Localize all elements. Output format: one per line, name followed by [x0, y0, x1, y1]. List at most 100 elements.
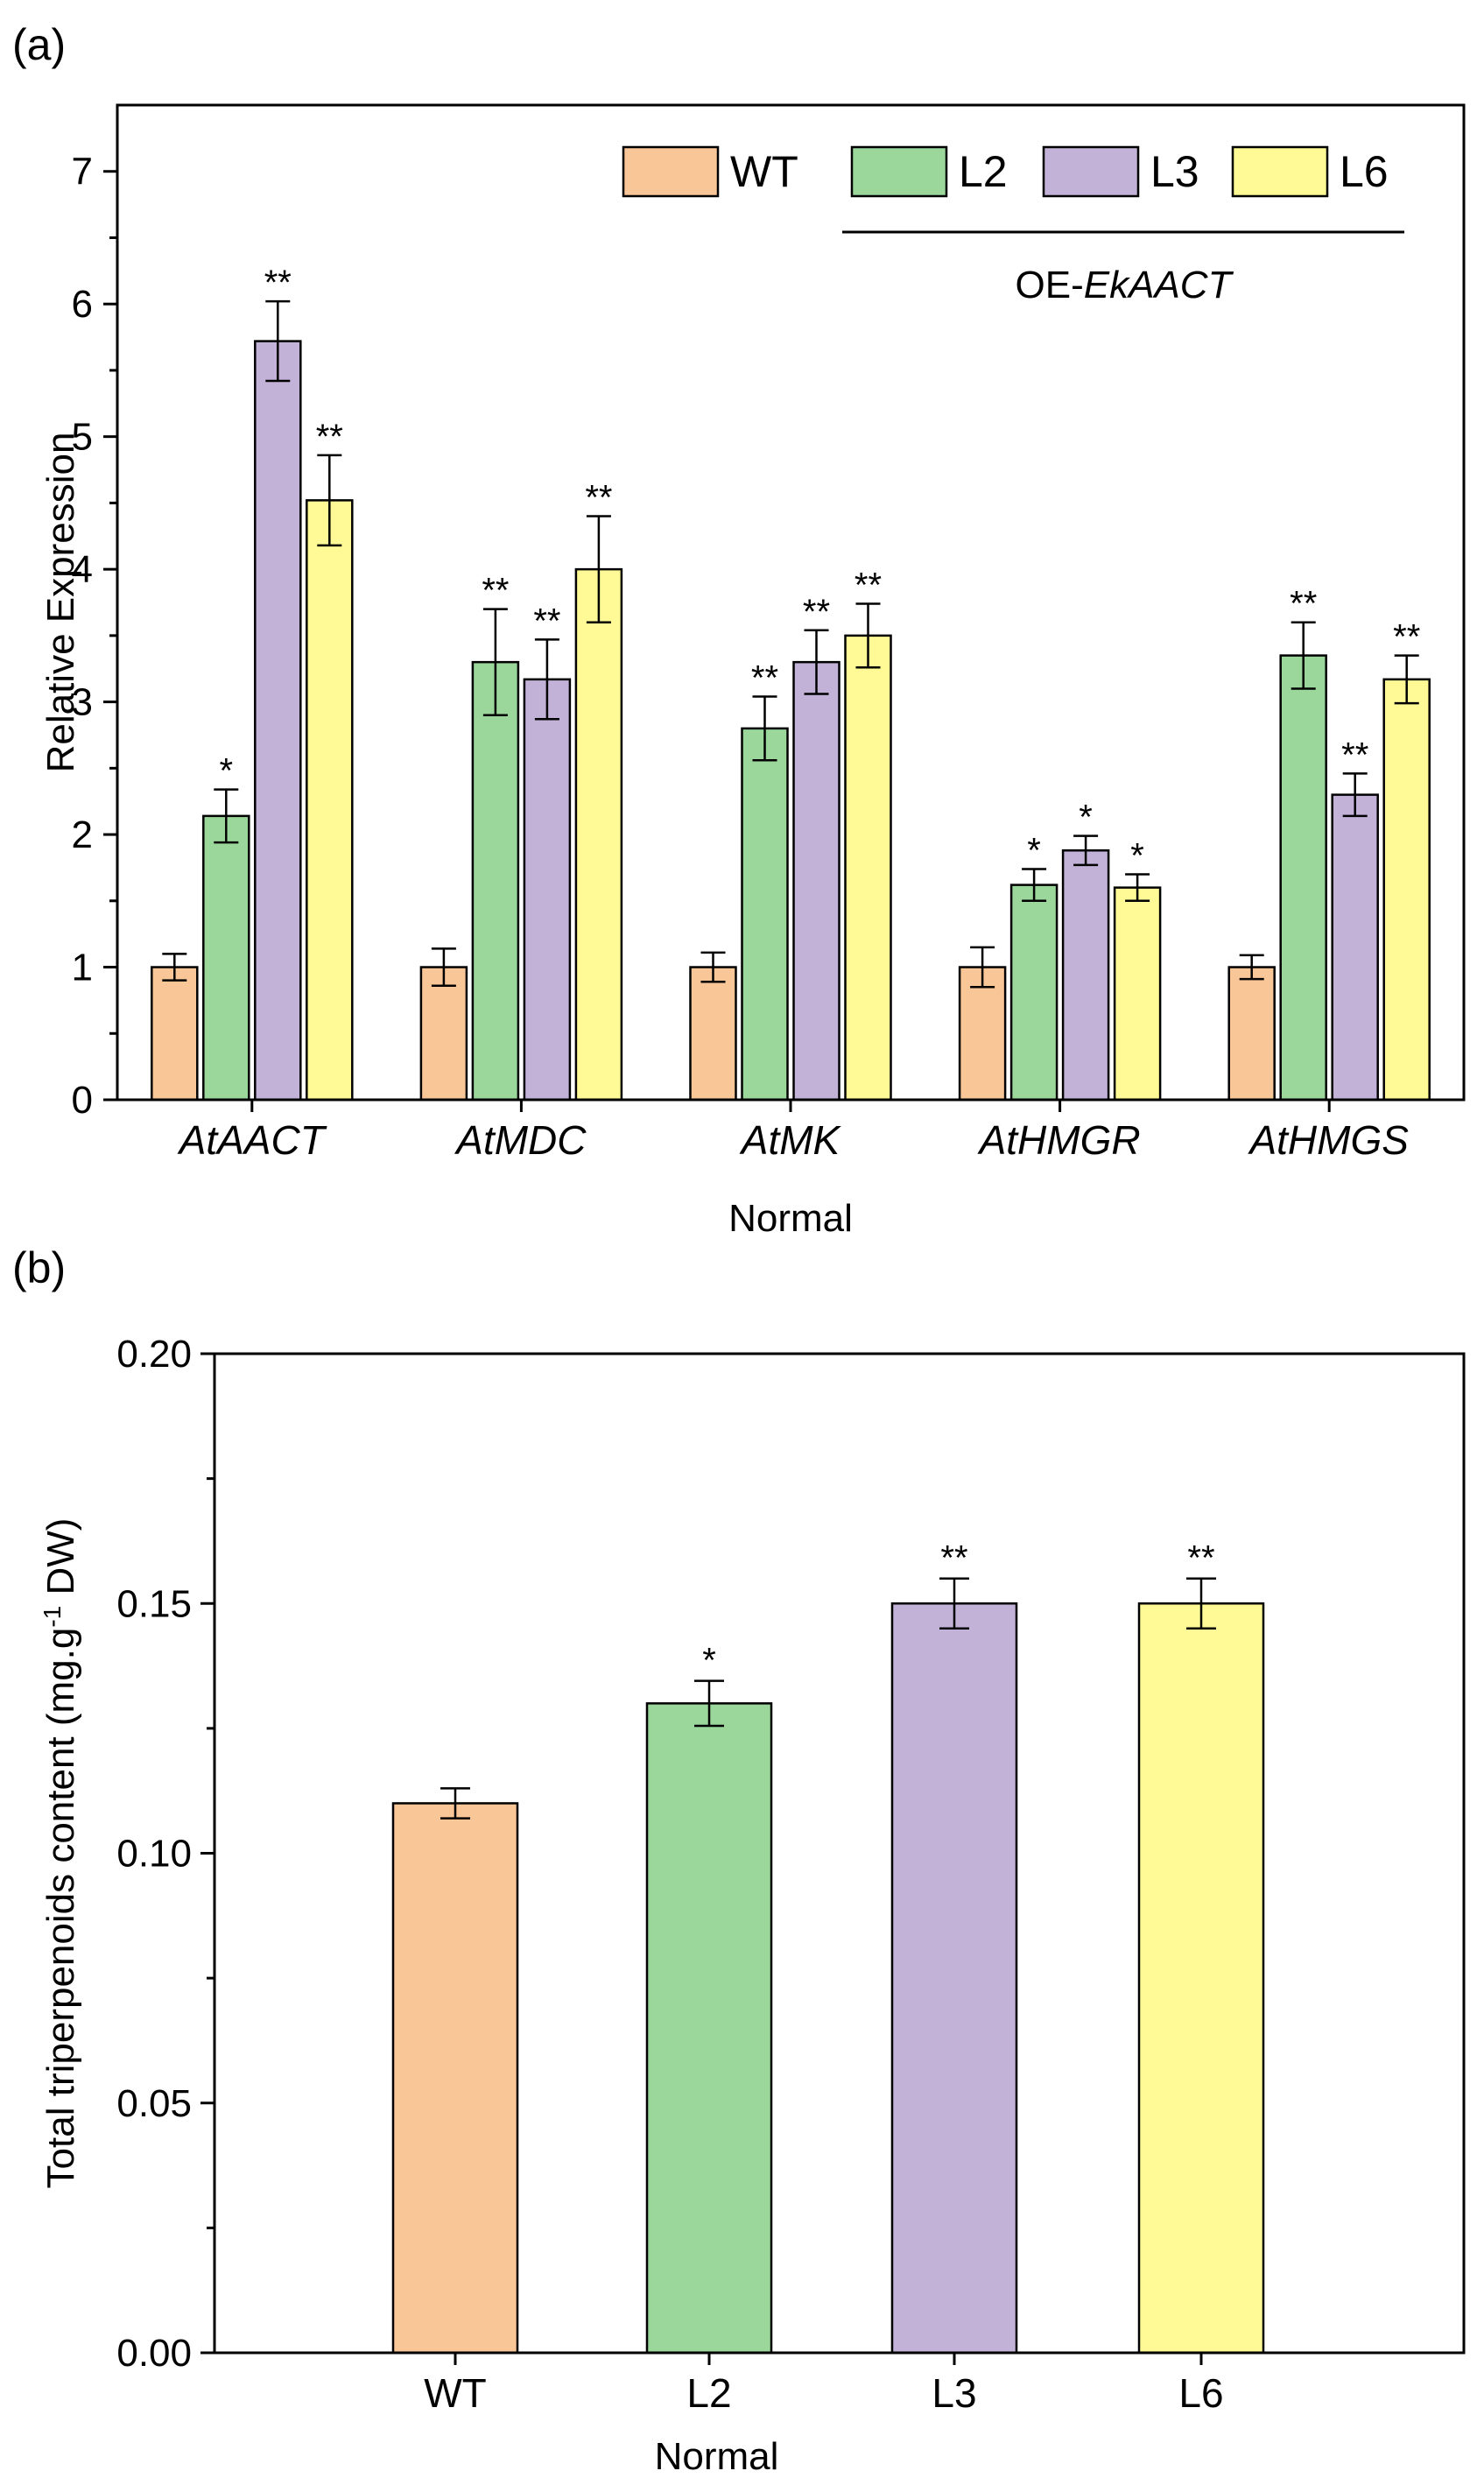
panel-b-y-axis-title-sup: -1 — [39, 1606, 66, 1628]
a-x-tick-label: AtMDC — [454, 1117, 587, 1163]
panel-a-chart: (a) ************************** 01234567 … — [12, 20, 1466, 1240]
bar-WT — [391, 1802, 519, 2355]
panel-b-significance-marks: *** ** — [702, 1539, 1214, 1680]
bar-AtMDC-WT — [419, 966, 468, 1102]
a-x-tick-label: AtAACT — [177, 1117, 327, 1163]
legend-label-WT: WT — [730, 147, 798, 196]
bar-AtHMGS-L3 — [1331, 793, 1379, 1102]
bar-AtHMGR-L6 — [1113, 886, 1162, 1102]
legend-label-L6: L6 — [1340, 147, 1389, 196]
panel-b-label: (b) — [12, 1243, 66, 1292]
panel-b-chart: (b) *** ** 0.000.050.100.150.20 WT L2 L3 L6 … — [12, 1243, 1466, 2478]
bar-AtAACT-L2 — [202, 814, 250, 1102]
b-y-tick-label: 0.05 — [116, 2082, 192, 2125]
panel-b-x-tick-labels: WT L2 L3 L6 — [424, 2353, 1224, 2416]
b-x-tick-label: L2 — [686, 2370, 731, 2416]
a-y-tick-label: 4 — [72, 548, 93, 591]
b-y-tick-label: 0.00 — [116, 2332, 192, 2375]
significance-mark: ** — [1187, 1539, 1214, 1578]
legend-swatch-L6 — [1231, 145, 1329, 198]
bar-AtAACT-L6 — [306, 499, 354, 1102]
bar-AtHMGS-L2 — [1279, 654, 1327, 1102]
legend-label-L3: L3 — [1150, 147, 1199, 196]
significance-mark: ** — [533, 602, 560, 640]
bar-AtAACT-L3 — [254, 340, 302, 1102]
b-x-tick-label: WT — [424, 2370, 487, 2416]
panel-a-bars — [151, 340, 1431, 1102]
b-x-tick-label: L6 — [1178, 2370, 1223, 2416]
bar-AtHMGR-L3 — [1061, 848, 1110, 1102]
a-x-tick-label: AtHMGR — [977, 1117, 1141, 1163]
a-y-tick-label: 3 — [72, 681, 93, 724]
significance-mark: ** — [751, 659, 778, 698]
significance-mark: ** — [940, 1539, 967, 1578]
panel-b-bars — [391, 1602, 1265, 2355]
bar-AtMK-WT — [689, 966, 737, 1102]
significance-mark: ** — [316, 418, 343, 456]
panel-a-legend: WT L2 L3 L6 — [622, 145, 1389, 198]
significance-mark: ** — [482, 572, 509, 610]
significance-mark: * — [1079, 799, 1093, 837]
b-x-tick-label: L3 — [932, 2370, 976, 2416]
significance-mark: ** — [855, 567, 882, 605]
panel-a-plot-frame — [116, 103, 1466, 1102]
b-y-tick-label: 0.15 — [116, 1582, 192, 1625]
panel-a-label: (a) — [12, 20, 66, 69]
significance-mark: ** — [1341, 736, 1368, 774]
b-y-tick-label: 0.10 — [116, 1833, 192, 1876]
bar-AtMK-L2 — [741, 727, 789, 1102]
b-y-tick-label: 0.20 — [116, 1333, 192, 1376]
panel-b-y-axis-title-prefix: Total triperpenoids content (mg.g — [39, 1628, 82, 2189]
a-y-tick-label: 7 — [72, 151, 93, 194]
a-y-tick-label: 0 — [72, 1079, 93, 1122]
significance-mark: * — [702, 1642, 716, 1680]
panel-a-x-axis-title: Normal — [728, 1197, 853, 1240]
a-x-tick-label: AtHMGS — [1247, 1117, 1409, 1163]
a-y-tick-label: 6 — [72, 283, 93, 326]
a-y-tick-label: 2 — [72, 813, 93, 856]
bar-AtHMGS-WT — [1227, 966, 1276, 1102]
bar-AtHMGS-L6 — [1382, 678, 1431, 1102]
panel-a-error-bars — [162, 299, 1419, 989]
panel-a-y-axis-title: Relative Expression — [39, 433, 82, 773]
significance-mark: ** — [585, 479, 612, 517]
legend-swatch-L2 — [850, 145, 948, 198]
panel-b-y-axis-title-suffix: DW) — [39, 1518, 82, 1606]
bar-AtMDC-L6 — [574, 567, 623, 1102]
a-y-tick-label: 5 — [72, 416, 93, 459]
bar-AtMK-L6 — [844, 634, 892, 1102]
panel-b-y-axis-title: Total triperpenoids content (mg.g-1 DW) — [39, 1518, 83, 2189]
bar-L3 — [890, 1602, 1018, 2355]
legend-group-prefix: OE- — [1016, 264, 1084, 306]
panel-b-x-axis-title: Normal — [655, 2435, 779, 2478]
a-y-tick-label: 1 — [72, 947, 93, 989]
legend-swatch-L3 — [1042, 145, 1140, 198]
bar-AtMDC-L3 — [523, 678, 572, 1102]
bar-L6 — [1137, 1602, 1265, 2355]
panel-a-x-tick-labels: AtAACT AtMDC AtMK AtHMGR AtHMGS — [177, 1100, 1409, 1163]
a-x-tick-label: AtMK — [739, 1117, 842, 1163]
panel-a-y-ticks: 0 1 2 3 4 5 6 7 — [72, 151, 117, 1122]
significance-mark: ** — [1290, 585, 1317, 623]
significance-mark: ** — [264, 264, 292, 302]
legend-group-italic: EkAACT — [1084, 264, 1234, 306]
panel-a-significance-marks: ************************** — [220, 264, 1421, 875]
significance-mark: ** — [1393, 618, 1420, 657]
panel-b-plot-frame — [213, 1352, 1466, 2355]
bar-AtHMGR-WT — [958, 966, 1007, 1102]
legend-label-L2: L2 — [959, 147, 1008, 196]
bar-AtAACT-WT — [151, 966, 199, 1102]
bar-AtMK-L3 — [792, 660, 840, 1102]
significance-mark: * — [1027, 831, 1041, 869]
significance-mark: * — [1130, 837, 1144, 876]
bar-AtMDC-L2 — [471, 660, 520, 1102]
legend-swatch-WT — [622, 145, 720, 198]
significance-mark: * — [220, 752, 234, 791]
significance-mark: ** — [803, 593, 830, 631]
panel-b-y-ticks: 0.00 0.05 0.10 0.15 0.20 — [116, 1333, 215, 2375]
panel-b-error-bars — [440, 1577, 1216, 1820]
bar-L2 — [645, 1702, 773, 2355]
bar-AtHMGR-L2 — [1009, 883, 1058, 1102]
legend-group-label: OE-EkAACT — [1016, 264, 1234, 306]
